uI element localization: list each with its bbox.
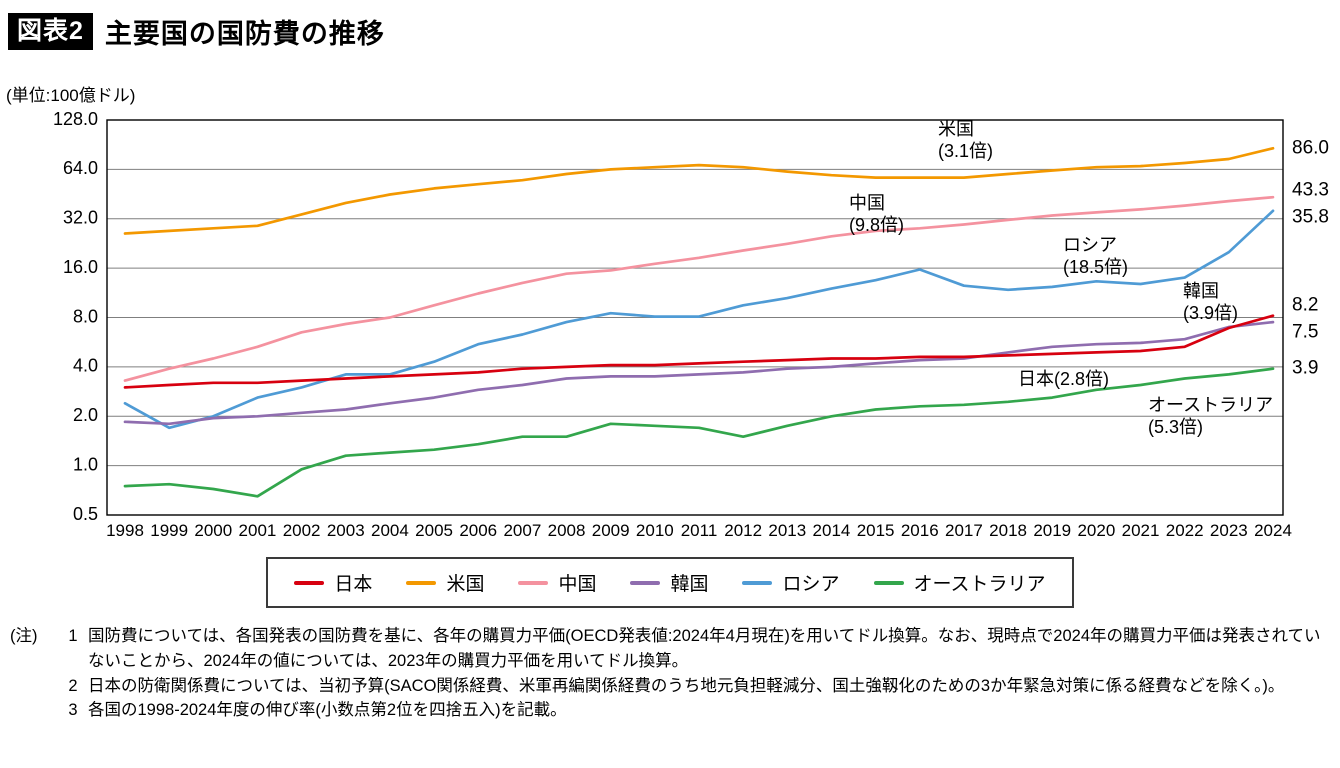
legend-label: 米国 xyxy=(446,574,485,595)
x-axis-tick-label: 2021 xyxy=(1122,521,1160,540)
legend-line-swatch xyxy=(518,580,549,585)
legend-item-米国: 米国 xyxy=(406,569,484,596)
series-annotation: 韓国(3.9倍) xyxy=(1183,281,1238,323)
x-axis-tick-label: 2020 xyxy=(1077,521,1115,540)
x-axis-tick-label: 2003 xyxy=(327,521,365,540)
series-annotation: 日本(2.8倍) xyxy=(1018,369,1109,389)
note-item: 3 各国の1998-2024年度の伸び率(小数点第2位を四捨五入)を記載。 xyxy=(58,698,1324,723)
x-axis-tick-label: 2013 xyxy=(768,521,806,540)
legend-line-swatch xyxy=(294,580,325,585)
figure-tag: 図表2 xyxy=(8,13,93,50)
legend-item-中国: 中国 xyxy=(518,569,596,596)
x-axis-tick-label: 1999 xyxy=(150,521,188,540)
y-axis-tick-label: 1.0 xyxy=(73,454,98,474)
note-text: 日本の防衛関係費については、当初予算(SACO関係経費、米軍再編関係経費のうち地… xyxy=(88,676,1285,695)
page-title: 主要国の国防費の推移 xyxy=(104,19,385,49)
y-axis-tick-label: 8.0 xyxy=(73,306,98,326)
y-axis-tick-label: 128.0 xyxy=(53,109,98,129)
x-axis-tick-label: 2012 xyxy=(724,521,762,540)
series-line-中国 xyxy=(123,195,1275,382)
y-axis-tick-label: 4.0 xyxy=(73,356,98,376)
y-axis-tick-label: 32.0 xyxy=(63,208,98,228)
legend-line-swatch xyxy=(406,580,437,585)
x-axis-tick-label: 2024 xyxy=(1254,521,1292,540)
y-axis-tick-label: 64.0 xyxy=(63,158,98,178)
line-chart: 128.0 64.0 32.0 16.0 8.0 4.0 2.0 1.0 0.5 1998 1999… xyxy=(53,109,1329,540)
x-axis-tick-label: 2002 xyxy=(283,521,321,540)
y-axis-tick-label: 0.5 xyxy=(73,504,98,524)
x-axis-tick-label: 2004 xyxy=(371,521,409,540)
note-item: 2 日本の防衛関係費については、当初予算(SACO関係経費、米軍再編関係経費のうち… xyxy=(58,674,1324,699)
series-annotation: 中国(9.8倍) xyxy=(849,193,904,235)
legend-label: オーストラリア xyxy=(913,574,1046,595)
notes-section: (注) 1 国防費については、各国発表の国防費を基に、各年の購買力平価(OECD発… xyxy=(0,608,1340,723)
note-number: 2 xyxy=(68,676,78,695)
series-line-ロシア xyxy=(123,209,1275,430)
series-end-value-label: 43.3 xyxy=(1292,179,1329,200)
series-end-value-label: 3.9 xyxy=(1292,358,1318,379)
x-axis-tick-label: 2005 xyxy=(415,521,453,540)
series-end-value-label: 8.2 xyxy=(1292,294,1318,315)
legend-line-swatch xyxy=(630,580,661,585)
x-axis-tick-label: 2008 xyxy=(548,521,586,540)
x-axis-tick-label: 2015 xyxy=(857,521,895,540)
note-text: 各国の1998-2024年度の伸び率(小数点第2位を四捨五入)を記載。 xyxy=(88,701,567,720)
x-axis-tick-label: 2018 xyxy=(989,521,1027,540)
series-annotation: オーストラリア(5.3倍) xyxy=(1148,395,1273,437)
unit-label: (単位:100億ドル) xyxy=(6,86,136,105)
legend-item-オーストラリア: オーストラリア xyxy=(873,569,1046,596)
x-axis-tick-label: 2014 xyxy=(813,521,851,540)
x-axis-tick-label: 2007 xyxy=(503,521,541,540)
legend-label: ロシア xyxy=(782,574,840,595)
series-end-value-label: 86.0 xyxy=(1292,137,1329,158)
note-text: 国防費については、各国発表の国防費を基に、各年の購買力平価(OECD発表値:20… xyxy=(88,627,1321,670)
series-end-value-label: 35.8 xyxy=(1292,206,1329,227)
chart-legend: 日本 米国 中国 韓国 ロシア オーストラリア xyxy=(266,557,1074,608)
note-number: 1 xyxy=(68,627,78,645)
legend-item-ロシア: ロシア xyxy=(742,569,840,596)
x-axis-tick-label: 2009 xyxy=(592,521,630,540)
x-axis-tick-label: 2010 xyxy=(636,521,674,540)
x-axis-tick-label: 2011 xyxy=(681,521,718,540)
series-end-value-label: 7.5 xyxy=(1292,321,1318,342)
x-axis-tick-label: 2001 xyxy=(239,521,277,540)
series-line-日本 xyxy=(123,314,1275,389)
x-axis-tick-label: 2017 xyxy=(945,521,983,540)
x-axis-tick-label: 2016 xyxy=(901,521,939,540)
x-axis-tick-label: 2000 xyxy=(194,521,232,540)
series-line-米国 xyxy=(123,146,1275,235)
series-annotation: ロシア(18.5倍) xyxy=(1063,235,1128,277)
x-axis-tick-label: 2019 xyxy=(1033,521,1071,540)
legend-item-韓国: 韓国 xyxy=(630,569,708,596)
legend-item-日本: 日本 xyxy=(294,569,372,596)
y-axis-tick-label: 16.0 xyxy=(63,257,98,277)
legend-label: 中国 xyxy=(558,574,597,595)
plot-border xyxy=(106,119,1284,516)
legend-line-swatch xyxy=(742,580,773,585)
series-line-オーストラリア xyxy=(123,367,1275,498)
series-annotation: 米国(3.1倍) xyxy=(938,119,993,161)
x-axis-tick-label: 1998 xyxy=(106,521,144,540)
legend-label: 韓国 xyxy=(670,574,709,595)
series-line-韓国 xyxy=(123,320,1275,426)
y-axis-tick-label: 2.0 xyxy=(73,405,98,425)
x-axis-tick-label: 2023 xyxy=(1210,521,1248,540)
x-axis-tick-label: 2006 xyxy=(459,521,497,540)
note-items: 1 国防費については、各国発表の国防費を基に、各年の購買力平価(OECD発表値:2… xyxy=(58,624,1324,723)
chart-header: 図表2 主要国の国防費の推移 xyxy=(0,12,1340,51)
legend-line-swatch xyxy=(873,580,904,585)
note-item: 1 国防費については、各国発表の国防費を基に、各年の購買力平価(OECD発表値:2… xyxy=(58,624,1324,674)
x-axis-tick-label: 2022 xyxy=(1166,521,1204,540)
note-number: 3 xyxy=(68,701,78,720)
note-prefix: (注) xyxy=(10,627,38,645)
legend-label: 日本 xyxy=(334,574,373,595)
